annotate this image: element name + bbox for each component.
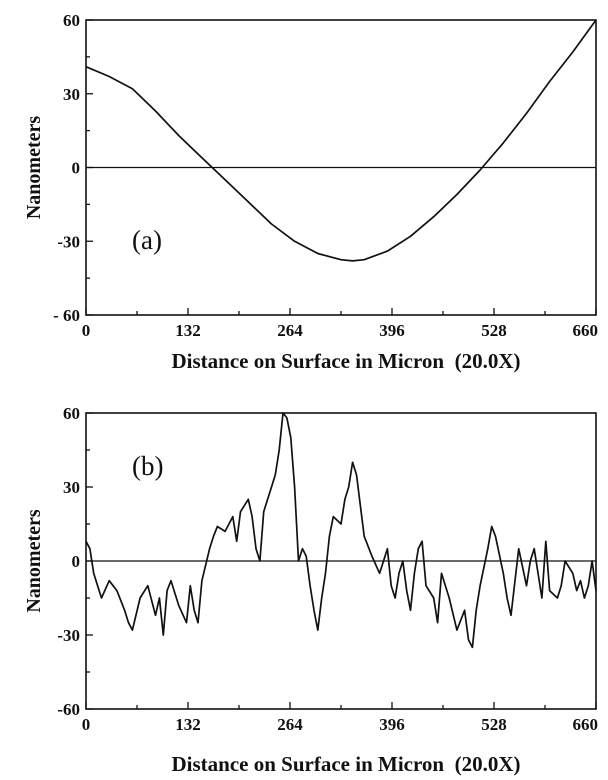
panel-b-profile-line <box>85 412 597 649</box>
panel-a-y-axis-label: Nanometers <box>23 116 45 220</box>
x-tick-label: 0 <box>82 321 91 340</box>
y-tick-label: 0 <box>72 159 81 178</box>
x-tick-label: 396 <box>379 321 405 340</box>
panel-b-label: (b) <box>132 451 163 481</box>
y-tick-label: 0 <box>72 552 81 571</box>
x-tick-label: 528 <box>481 715 507 734</box>
y-tick-label: -60 <box>57 700 80 719</box>
panel-a-ticks <box>85 19 597 316</box>
y-tick-label: - 60 <box>53 306 80 325</box>
panel-a-y-tick-labels: 60 30 0 -30 - 60 <box>53 11 80 325</box>
x-tick-label: 132 <box>175 715 201 734</box>
panel-b-ticks <box>85 412 597 710</box>
panel-b-x-axis-label: Distance on Surface in Micron (20.0X) <box>172 752 521 776</box>
panel-b-x-tick-labels: 0 132 264 396 528 660 <box>82 715 598 734</box>
panel-b-y-axis-label: Nanometers <box>23 509 45 613</box>
panel-b: 0 132 264 396 528 660 60 30 0 -30 -60 (b) Nanomet… <box>23 404 598 776</box>
panel-a-profile-line <box>85 19 597 262</box>
y-tick-label: 30 <box>63 85 80 104</box>
y-tick-label: 60 <box>63 11 80 30</box>
x-tick-label: 660 <box>573 715 599 734</box>
x-tick-label: 264 <box>277 321 303 340</box>
x-tick-label: 528 <box>481 321 507 340</box>
x-tick-label: 264 <box>277 715 303 734</box>
y-tick-label: 30 <box>63 478 80 497</box>
x-tick-label: 0 <box>82 715 91 734</box>
x-tick-label: 132 <box>175 321 201 340</box>
panel-a-label: (a) <box>132 225 162 255</box>
y-tick-label: -30 <box>57 626 80 645</box>
panel-a: 0 132 264 396 528 660 60 30 0 -30 - 60 (a) Nanome… <box>23 11 598 373</box>
x-tick-label: 396 <box>379 715 405 734</box>
y-tick-label: -30 <box>57 232 80 251</box>
panel-b-y-tick-labels: 60 30 0 -30 -60 <box>57 404 80 719</box>
panel-a-x-tick-labels: 0 132 264 396 528 660 <box>82 321 598 340</box>
y-tick-label: 60 <box>63 404 80 423</box>
panel-a-x-axis-label: Distance on Surface in Micron (20.0X) <box>172 349 521 373</box>
x-tick-label: 660 <box>573 321 599 340</box>
